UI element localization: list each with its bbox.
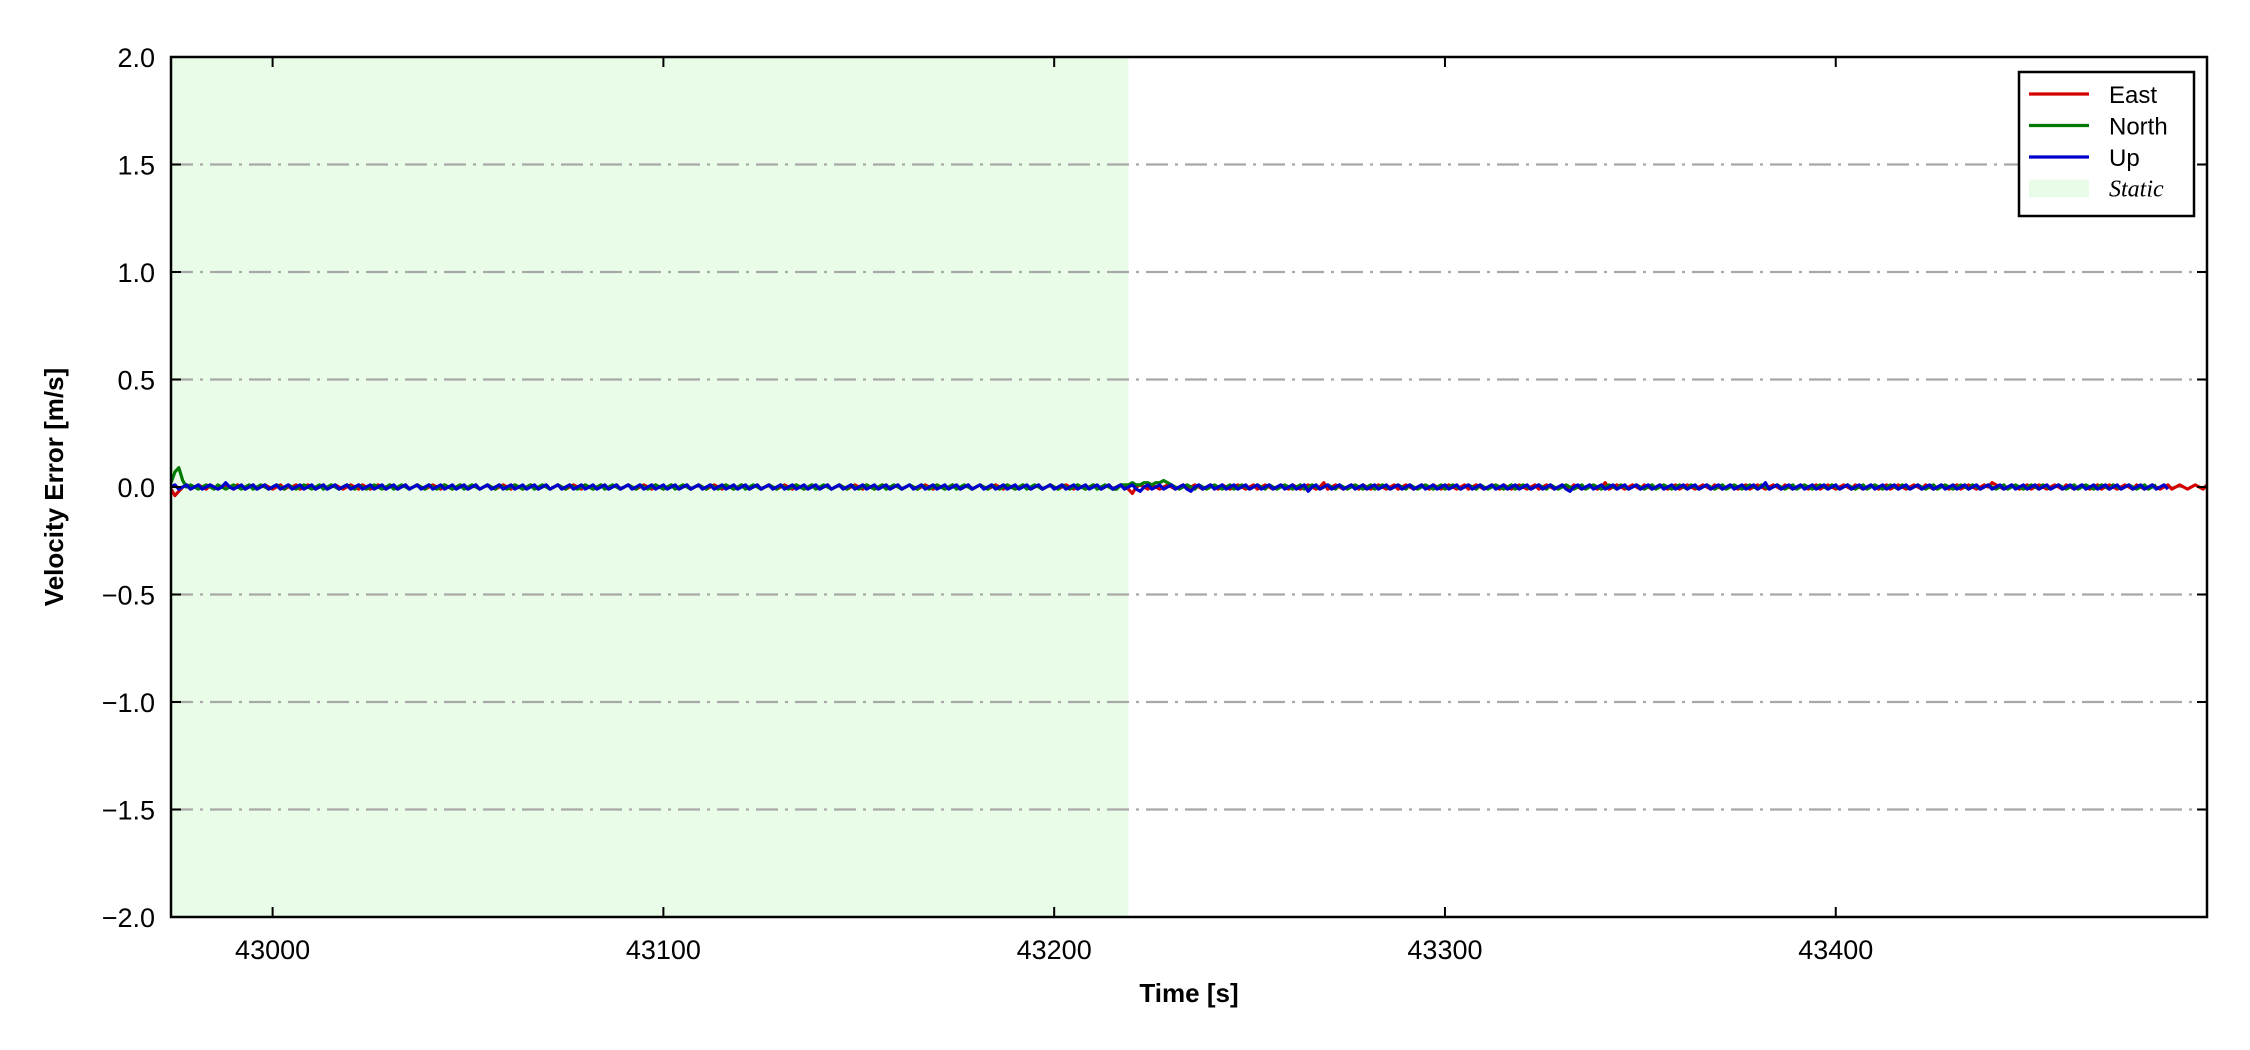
plot-frame bbox=[169, 55, 2209, 919]
axis-ticks: 2.0 1.5 1.0 0.5 0.0 −0.5 −1.0 −1.5 −2.0 43000 4310… bbox=[102, 43, 2207, 965]
legend-label-east: East bbox=[2109, 82, 2157, 109]
y-tick-label: −2.0 bbox=[102, 903, 155, 933]
x-tick-label: 43300 bbox=[1407, 935, 1482, 965]
y-tick-label: −1.5 bbox=[102, 796, 155, 826]
y-tick-label: −0.5 bbox=[102, 581, 155, 611]
legend: East North Up Static bbox=[2017, 70, 2196, 218]
data-series bbox=[171, 466, 2207, 498]
x-axis-title: Time [s] bbox=[1139, 978, 1238, 1008]
series-line-up bbox=[171, 481, 2170, 493]
legend-swatch-static bbox=[2029, 179, 2089, 198]
y-tick-label: −1.0 bbox=[102, 688, 155, 718]
x-tick-label: 43000 bbox=[235, 935, 310, 965]
y-tick-label: 0.5 bbox=[117, 366, 155, 396]
x-tick-label: 43100 bbox=[626, 935, 701, 965]
y-axis-title: Velocity Error [m/s] bbox=[39, 368, 69, 606]
y-tick-label: 1.0 bbox=[117, 258, 155, 288]
y-tick-label: 1.5 bbox=[117, 151, 155, 181]
legend-label-up: Up bbox=[2109, 145, 2140, 172]
x-tick-label: 43200 bbox=[1017, 935, 1092, 965]
y-tick-label: 0.0 bbox=[117, 473, 155, 503]
y-tick-label: 2.0 bbox=[117, 43, 155, 73]
x-tick-label: 43400 bbox=[1798, 935, 1873, 965]
legend-label-north: North bbox=[2109, 114, 2168, 141]
legend-label-static: Static bbox=[2109, 177, 2164, 203]
